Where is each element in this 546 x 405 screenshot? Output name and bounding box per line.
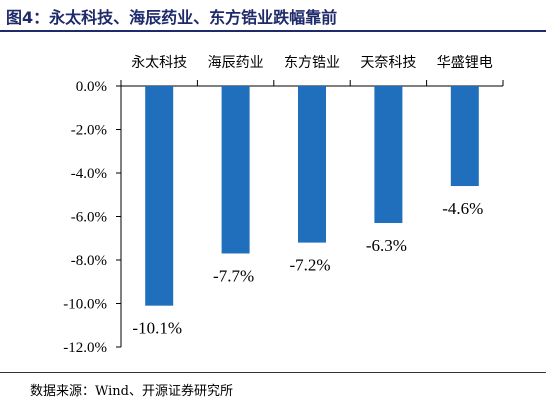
bar xyxy=(221,86,250,254)
data-label: -7.2% xyxy=(289,256,330,275)
chart-title: 图4：永太科技、海辰药业、东方锆业跌幅靠前 xyxy=(6,8,338,27)
bar-chart: 0.0% -2.0% -4.0% -6.0% -8.0% -10.0% -12.0% 永太科技… xyxy=(63,55,504,356)
data-label: -4.6% xyxy=(442,199,483,218)
bar xyxy=(450,86,479,187)
data-label: -10.1% xyxy=(132,319,182,338)
y-tick-label: -12.0% xyxy=(63,340,107,356)
bar xyxy=(298,86,326,243)
category-label: 天奈科技 xyxy=(360,55,416,71)
y-tick-label: -10.0% xyxy=(63,297,107,313)
bar xyxy=(145,86,174,306)
data-label: -6.3% xyxy=(366,236,407,255)
bar xyxy=(374,86,403,224)
y-tick-label: 0.0% xyxy=(76,79,107,95)
y-tick-label: -2.0% xyxy=(71,123,107,139)
category-label: 东方锆业 xyxy=(284,55,340,71)
category-label: 华盛锂电 xyxy=(437,55,493,71)
source-divider xyxy=(0,372,546,373)
title-divider xyxy=(0,30,546,32)
y-tick-label: -6.0% xyxy=(71,210,107,226)
category-label: 海辰药业 xyxy=(208,55,264,71)
y-tick-label: -4.0% xyxy=(71,166,107,182)
y-tick-label: -8.0% xyxy=(71,253,107,269)
data-label: -7.7% xyxy=(213,266,254,285)
source-note: 数据来源：Wind、开源证券研究所 xyxy=(30,384,233,399)
category-label: 永太科技 xyxy=(131,55,187,71)
